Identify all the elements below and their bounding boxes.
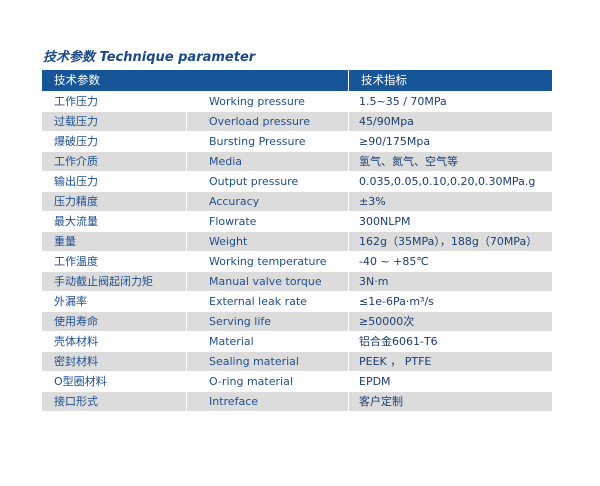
table-row: 最大流量 Flowrate 300NLPM (42, 212, 552, 232)
param-value: ≥90/175Mpa (349, 132, 552, 152)
param-value: ±3% (349, 192, 552, 212)
param-name-cn: 外漏率 (42, 292, 186, 312)
param-name-en: O-ring material (187, 372, 348, 392)
param-name-en: External leak rate (187, 292, 348, 312)
param-name-cn: O型圈材料 (42, 372, 186, 392)
param-name-en: Material (187, 332, 348, 352)
param-name-cn: 手动截止阀起闭力矩 (42, 272, 186, 292)
header-spec: 技术指标 (349, 70, 552, 92)
table-row: 压力精度 Accuracy ±3% (42, 192, 552, 212)
param-name-cn: 爆破压力 (42, 132, 186, 152)
header-param: 技术参数 (42, 70, 348, 92)
param-value: 45/90Mpa (349, 112, 552, 132)
table-row: O型圈材料 O-ring material EPDM (42, 372, 552, 392)
param-name-en: Media (187, 152, 348, 172)
table-row: 使用寿命 Serving life ≥50000次 (42, 312, 552, 332)
table-row: 工作压力 Working pressure 1.5~35 / 70MPa (42, 92, 552, 112)
table-row: 工作介质 Media 氢气、氮气、空气等 (42, 152, 552, 172)
param-name-en: Output pressure (187, 172, 348, 192)
param-name-en: Working pressure (187, 92, 348, 112)
param-name-cn: 密封材料 (42, 352, 186, 372)
param-value: PEEK ， PTFE (349, 352, 552, 372)
table-row: 爆破压力 Bursting Pressure ≥90/175Mpa (42, 132, 552, 152)
table-row: 手动截止阀起闭力矩 Manual valve torque 3N·m (42, 272, 552, 292)
param-value: 3N·m (349, 272, 552, 292)
param-name-cn: 工作温度 (42, 252, 186, 272)
param-name-en: Bursting Pressure (187, 132, 348, 152)
param-name-en: Sealing material (187, 352, 348, 372)
param-name-cn: 过载压力 (42, 112, 186, 132)
param-value: 铝合金6061-T6 (349, 332, 552, 352)
parameter-table: 技术参数 技术指标 工作压力 Working pressure 1.5~35 / 7… (41, 70, 553, 412)
param-value: 300NLPM (349, 212, 552, 232)
param-value: ≤1e-6Pa·m³/s (349, 292, 552, 312)
param-name-cn: 工作介质 (42, 152, 186, 172)
table-row: 密封材料 Sealing material PEEK ， PTFE (42, 352, 552, 372)
param-name-en: Flowrate (187, 212, 348, 232)
table-row: 工作温度 Working temperature -40 ~ +85℃ (42, 252, 552, 272)
table-row: 重量 Weight 162g（35MPa），188g（70MPa） (42, 232, 552, 252)
param-value: 1.5~35 / 70MPa (349, 92, 552, 112)
param-value: 氢气、氮气、空气等 (349, 152, 552, 172)
param-value: ≥50000次 (349, 312, 552, 332)
table-row: 接口形式 Intreface 客户定制 (42, 392, 552, 412)
param-value: 0.035,0.05,0.10,0.20,0.30MPa.g (349, 172, 552, 192)
param-name-en: Intreface (187, 392, 348, 412)
param-name-cn: 工作压力 (42, 92, 186, 112)
section-title: 技术参数 Technique parameter (43, 50, 256, 65)
param-name-cn: 使用寿命 (42, 312, 186, 332)
param-name-en: Weight (187, 232, 348, 252)
param-name-cn: 接口形式 (42, 392, 186, 412)
table-header: 技术参数 技术指标 (42, 70, 552, 92)
param-name-en: Serving life (187, 312, 348, 332)
param-name-en: Accuracy (187, 192, 348, 212)
param-name-cn: 输出压力 (42, 172, 186, 192)
table-row: 输出压力 Output pressure 0.035,0.05,0.10,0.20,… (42, 172, 552, 192)
table-row: 外漏率 External leak rate ≤1e-6Pa·m³/s (42, 292, 552, 312)
param-name-cn: 压力精度 (42, 192, 186, 212)
param-name-en: Working temperature (187, 252, 348, 272)
param-value: 162g（35MPa），188g（70MPa） (349, 232, 552, 252)
param-name-en: Overload pressure (187, 112, 348, 132)
param-value: -40 ~ +85℃ (349, 252, 552, 272)
table-row: 壳体材料 Material 铝合金6061-T6 (42, 332, 552, 352)
param-name-cn: 最大流量 (42, 212, 186, 232)
table-row: 过载压力 Overload pressure 45/90Mpa (42, 112, 552, 132)
param-name-cn: 重量 (42, 232, 186, 252)
param-name-en: Manual valve torque (187, 272, 348, 292)
param-name-cn: 壳体材料 (42, 332, 186, 352)
param-value: EPDM (349, 372, 552, 392)
param-value: 客户定制 (349, 392, 552, 412)
